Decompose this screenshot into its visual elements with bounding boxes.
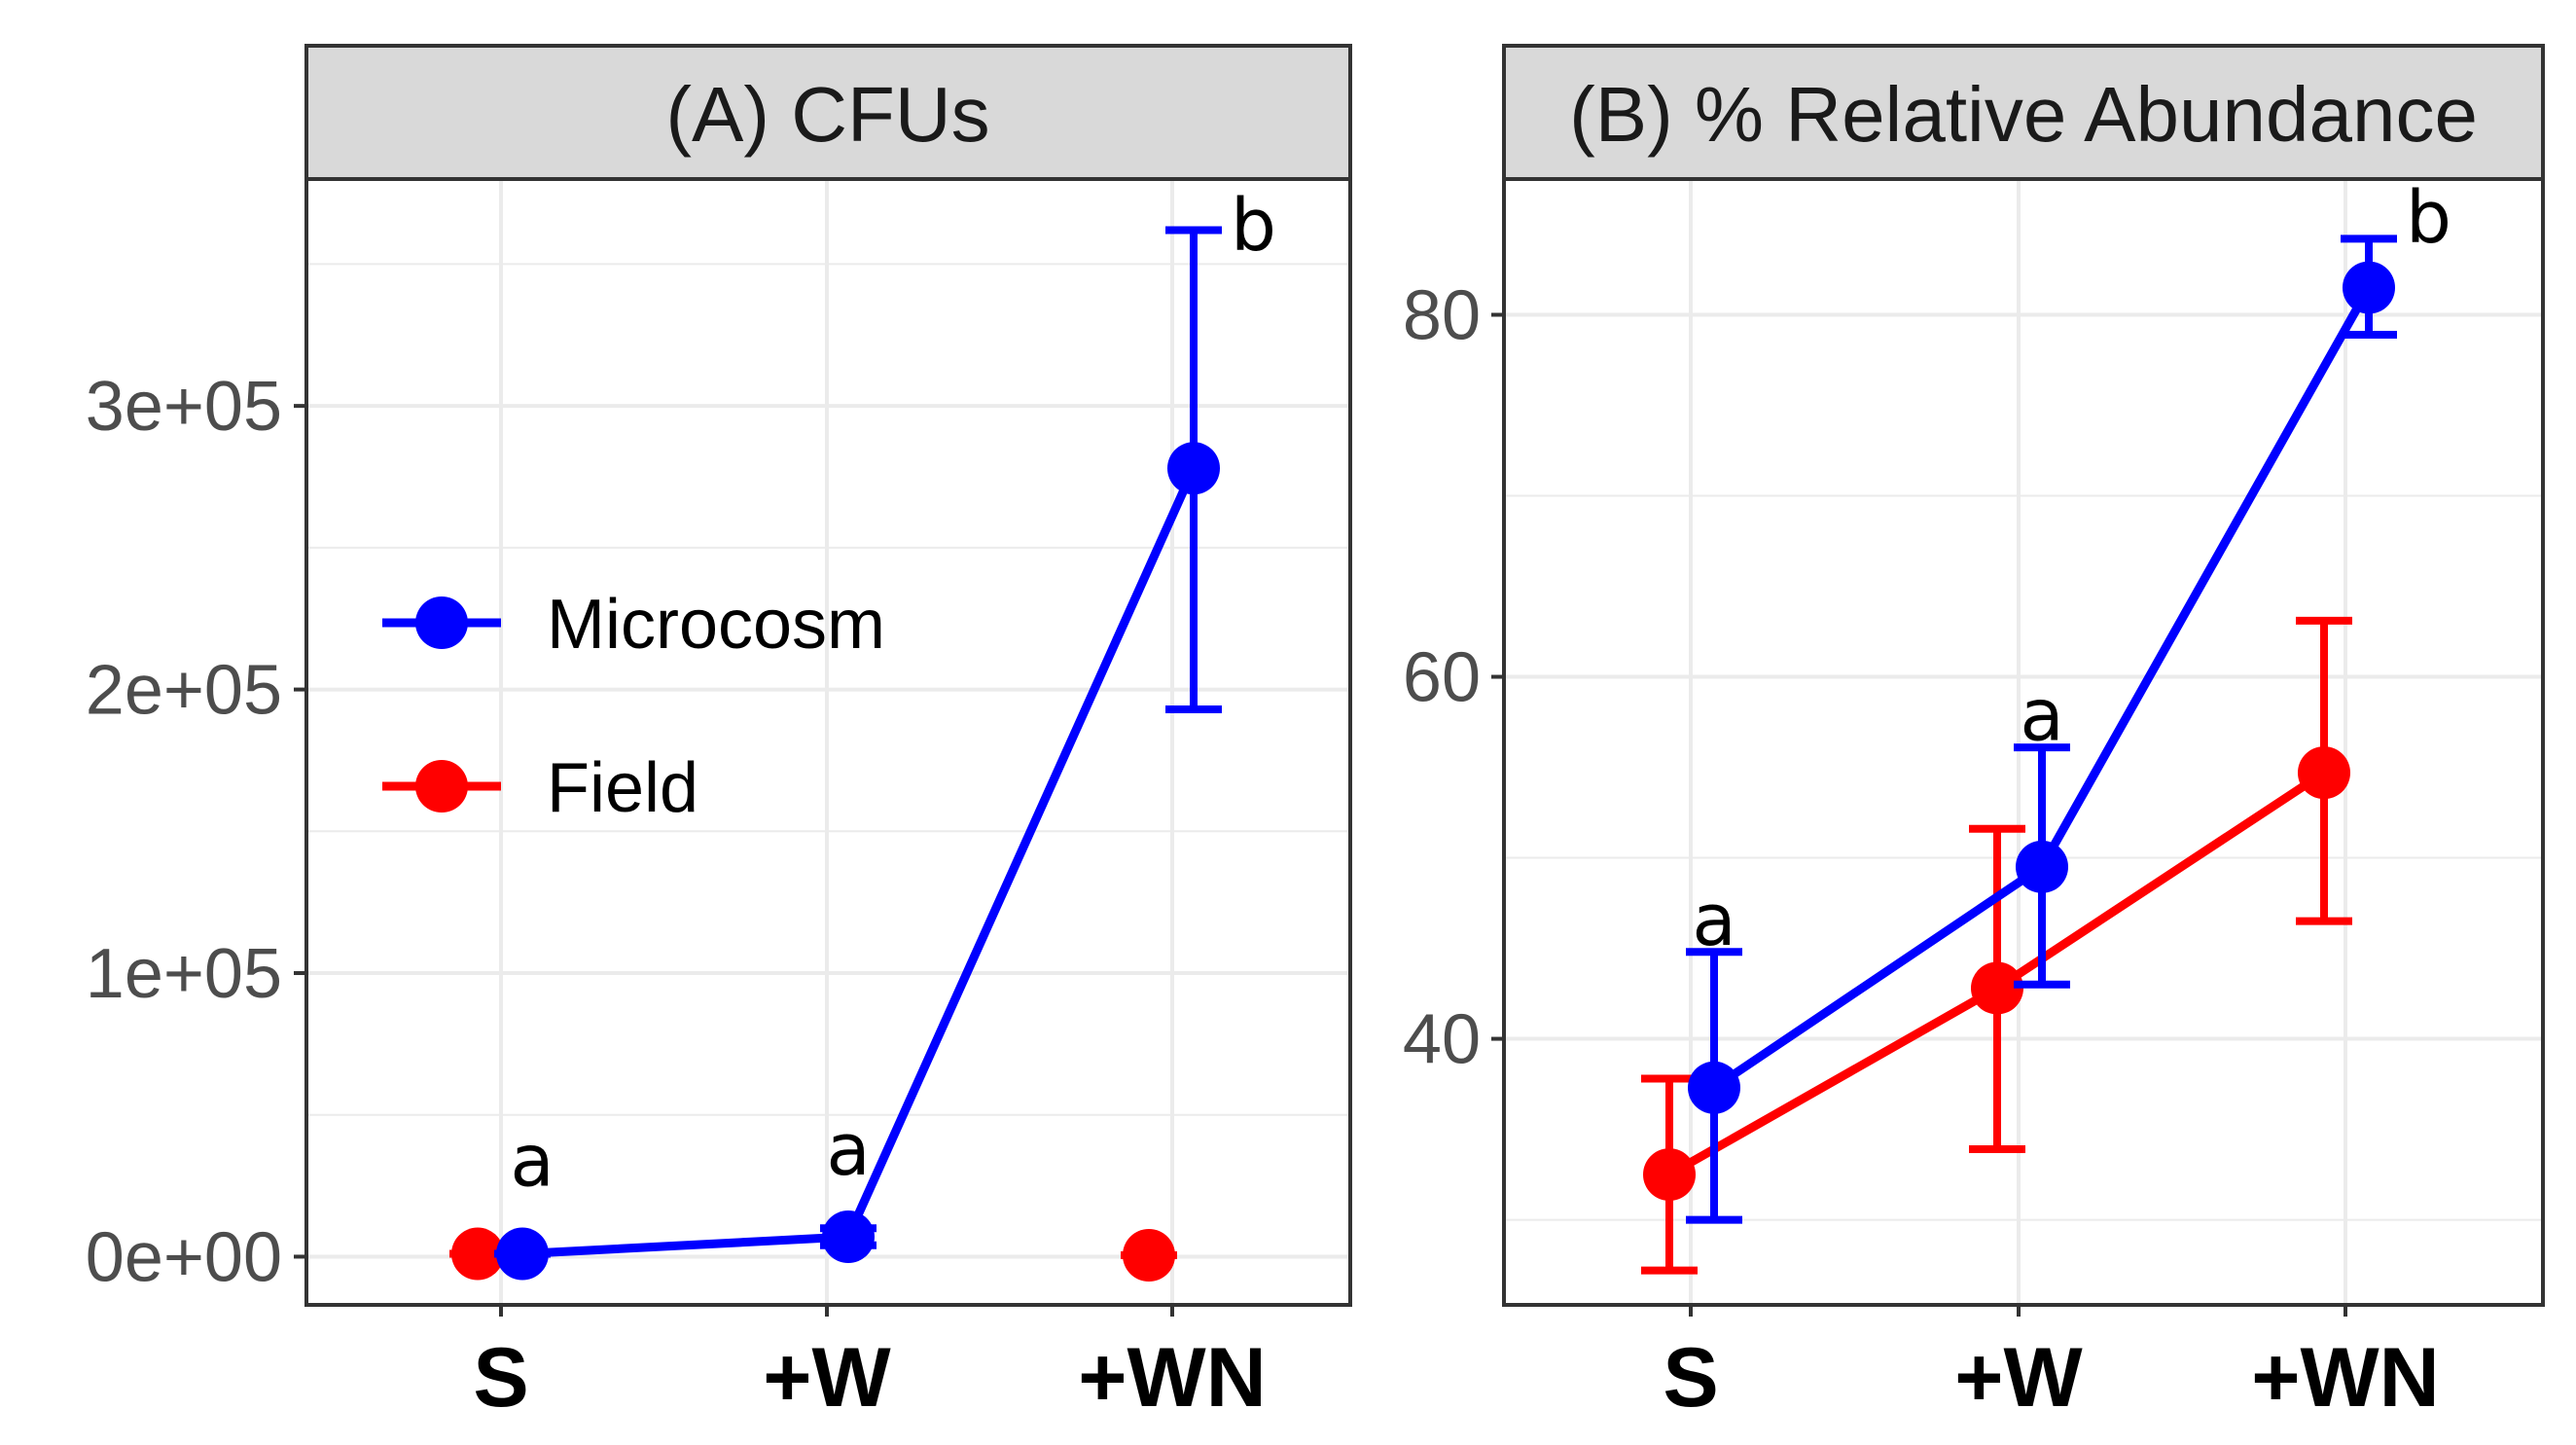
panel-b-strip — [1502, 44, 2545, 181]
panel-b-y-tick-label: 80 — [1403, 277, 1481, 355]
panel-b-plot-background — [1504, 179, 2543, 1305]
panel-b-point-field-plus-w — [1971, 961, 2023, 1015]
panel-b-relative-abundance: (B) % Relative Abundance a a b 40 60 80 S +W +W… — [1403, 44, 2545, 1425]
panel-b-point-microcosm-plus-wn — [2343, 261, 2395, 314]
legend-label-microcosm: Microcosm — [547, 586, 885, 664]
panel-b-x-tick-label-plus-wn: +WN — [2251, 1331, 2440, 1425]
panel-b-x-tick-label-plus-w: +W — [1954, 1331, 2083, 1425]
panel-a-x-tick-label-s: S — [473, 1331, 528, 1425]
panel-b-point-field-s — [1643, 1148, 1696, 1202]
panel-b-significance-label-s: a — [1692, 879, 1735, 962]
panel-a-significance-label-s: a — [510, 1120, 554, 1204]
legend-label-field: Field — [547, 749, 698, 827]
panel-a-significance-label-plus-w: a — [826, 1108, 870, 1192]
panel-a-point-field-s — [451, 1227, 504, 1281]
panel-b-point-microcosm-plus-w — [2016, 840, 2068, 893]
panel-a-y-tick-label: 2e+05 — [86, 652, 282, 730]
panel-b-significance-label-plus-w: a — [2020, 674, 2063, 758]
panel-a-x-tick-label-plus-w: +W — [763, 1331, 891, 1425]
panel-a-significance-label-plus-wn: b — [1231, 184, 1276, 268]
panel-b-point-field-plus-wn — [2298, 746, 2350, 800]
panel-a-y-tick-label: 1e+05 — [86, 935, 282, 1013]
panel-a-strip — [304, 44, 1352, 181]
panel-a-title: (A) CFUs — [665, 71, 989, 158]
panel-a-point-microcosm-s — [496, 1227, 549, 1281]
panel-b-y-tick-label: 40 — [1403, 1001, 1481, 1079]
panel-b-significance-label-plus-wn: b — [2406, 176, 2451, 260]
legend: Microcosm Field — [382, 586, 885, 827]
panel-a-y-tick-label: 3e+05 — [86, 368, 282, 446]
panel-a-y-tick-label: 0e+00 — [86, 1218, 282, 1296]
panel-b-x-tick-label-s: S — [1663, 1331, 1718, 1425]
legend-key-point-microcosm — [415, 596, 468, 649]
panel-b-title: (B) % Relative Abundance — [1569, 71, 2478, 158]
legend-key-point-field — [415, 760, 468, 813]
panel-a-x-tick-label-plus-wn: +WN — [1078, 1331, 1267, 1425]
panel-b-y-tick-label: 60 — [1403, 639, 1481, 717]
panel-a-point-microcosm-plus-w — [822, 1210, 875, 1264]
panel-a-point-field-plus-wn — [1123, 1228, 1175, 1282]
panel-a-point-microcosm-plus-wn — [1167, 442, 1220, 495]
panel-b-plot-border — [1502, 177, 2545, 1307]
panel-b-point-microcosm-s — [1688, 1061, 1740, 1114]
